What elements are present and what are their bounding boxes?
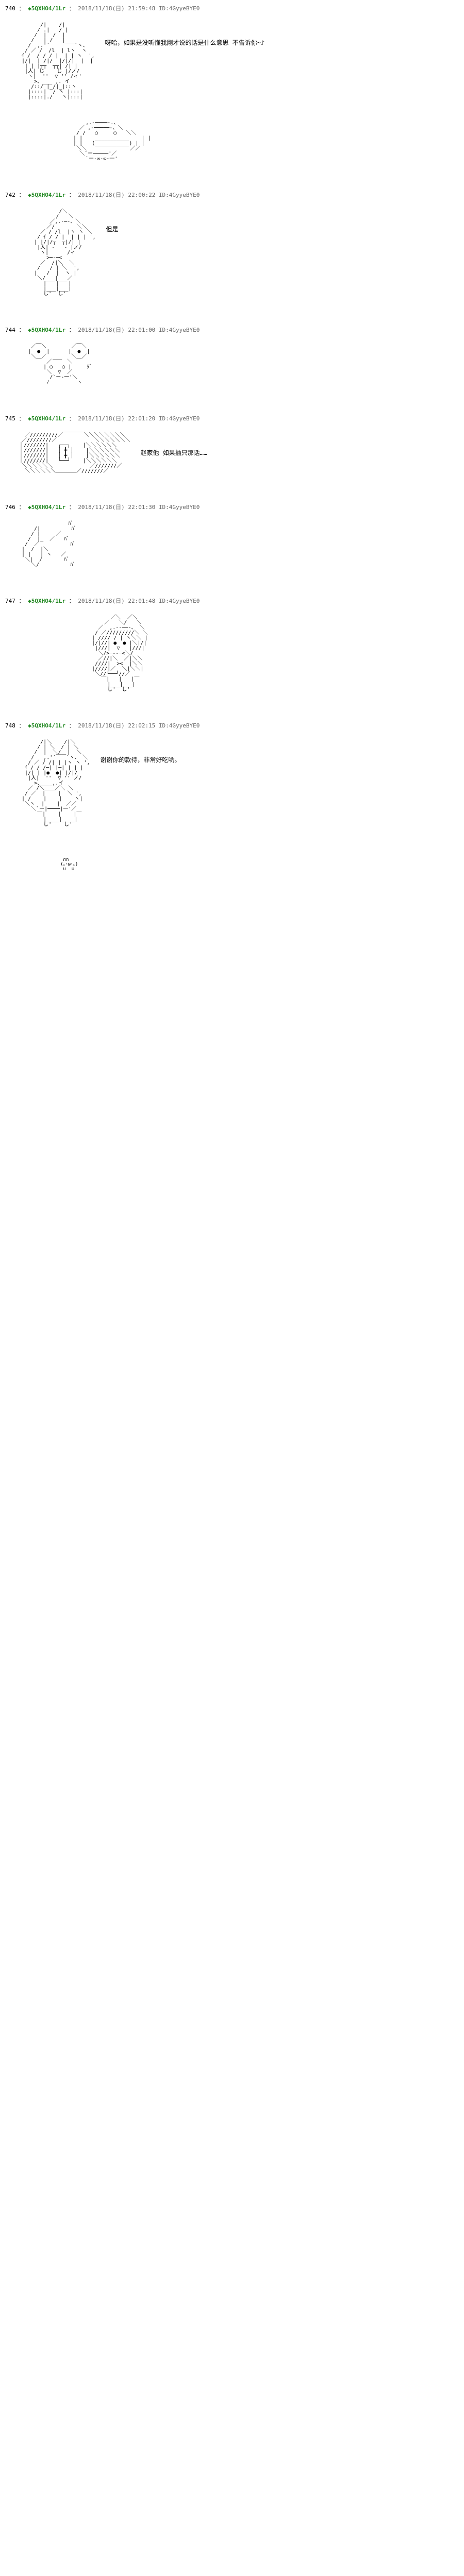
ascii-art-eye-big: ／/////////／￣￣￣￣＼＼＼＼＼＼＼＼ ／////////／ ＼＼＼＼＼…	[15, 433, 130, 474]
post-name: ◆5QXHO4/1Lr	[28, 598, 65, 604]
post-date: 2018/11/18(日) 22:01:20	[78, 415, 155, 422]
post-header: 745 ： ◆5QXHO4/1Lr ： 2018/11/18(日) 22:01:…	[5, 414, 459, 422]
ascii-art-bowl: ,.-────-.、 ／ ,-─────-、＼ / / ○ ○ ＼＼ | | _…	[67, 121, 151, 162]
post-name: ◆5QXHO4/1Lr	[28, 722, 65, 729]
post-id: ID:4GyyeBYE0	[159, 722, 200, 729]
dialogue-text: 赵家他 如果插只那话……	[140, 448, 207, 458]
post-header: 740 ： ◆5QXHO4/1Lr ： 2018/11/18(日) 21:59:…	[5, 4, 459, 12]
post-name: ◆5QXHO4/1Lr	[28, 192, 65, 198]
ascii-art-girl: /|＼ /|＼ / | ＼ / | ＼ / | ＼/ | ＼ / ,.'´￣￣`…	[15, 740, 90, 827]
post-body: /＼ / ＼ ／,.-─-、＼ ／/ ＼＼ ／ / /l |ヽ ヽ ＼ / ｲ …	[5, 204, 459, 302]
post-body: /| /| / .| / | / | / | / |_/ |___ / ,.'´…	[5, 18, 459, 105]
post-number: 744	[5, 327, 15, 333]
ascii-art-girl: /＼ / ＼ ／,.-─-、＼ ／/ ＼＼ ／ / /l |ヽ ヽ ＼ / ｲ …	[15, 209, 96, 297]
post-number: 746	[5, 504, 15, 511]
post-body-extra: ∩∩ (｡･ω･｡) ∪ ∪	[36, 853, 459, 876]
post-header: 742 ： ◆5QXHO4/1Lr ： 2018/11/18(日) 22:00:…	[5, 191, 459, 199]
post-742: 742 ： ◆5QXHO4/1Lr ： 2018/11/18(日) 22:00:…	[0, 187, 464, 306]
post-body-extra: ,.-────-.、 ／ ,-─────-、＼ / / ○ ○ ＼＼ | | _…	[57, 115, 459, 167]
post-id: ID:4GyyeBYE0	[159, 598, 200, 604]
post-header: 747 ： ◆5QXHO4/1Lr ： 2018/11/18(日) 22:01:…	[5, 597, 459, 605]
post-date: 2018/11/18(日) 22:01:00	[78, 327, 155, 333]
post-name: ◆5QXHO4/1Lr	[28, 5, 65, 12]
dialogue-text: 但是	[106, 225, 119, 234]
post-id: ID:4GyyeBYE0	[159, 327, 200, 333]
dialogue-text: 呀哈，如果是没听懂我刚才说的话是什么意思 不告诉你~♪	[105, 38, 264, 48]
post-header: 746 ： ◆5QXHO4/1Lr ： 2018/11/18(日) 22:01:…	[5, 503, 459, 511]
post-748: 748 ： ◆5QXHO4/1Lr ： 2018/11/18(日) 22:02:…	[0, 717, 464, 880]
dialogue-text: 谢谢你的款待，非常好吃哟。	[100, 755, 180, 765]
post-body: /|＼ /|＼ / | ＼ / | ＼ / | ＼/ | ＼ / ,.'´￣￣`…	[5, 735, 459, 833]
ascii-art-girl: ／＼ ／＼ ／ ＼/ ＼ ／ ,.--──-、 ＼ / ／/////////＼ …	[67, 615, 147, 692]
post-name: ◆5QXHO4/1Lr	[28, 415, 65, 422]
post-746: 746 ： ◆5QXHO4/1Lr ： 2018/11/18(日) 22:01:…	[0, 499, 464, 577]
ascii-art-eyes: ／￣＼ ／￣＼ | ● | | ● | ＼＿／ ___ ＼＿／ ／ ＼ | ○ …	[15, 344, 92, 385]
post-name: ◆5QXHO4/1Lr	[28, 504, 65, 511]
post-date: 2018/11/18(日) 22:01:30	[78, 504, 155, 511]
post-body: ﾊﾞ /| ﾊﾞ / | ／ / |_ ／ ﾊﾞ / ／ ﾊﾞ | / |＼ |…	[5, 516, 459, 573]
post-date: 2018/11/18(日) 22:00:22	[78, 192, 155, 198]
post-body: ／￣＼ ／￣＼ | ● | | ● | ＼＿／ ___ ＼＿／ ／ ＼ | ○ …	[5, 339, 459, 391]
post-740: 740 ： ◆5QXHO4/1Lr ： 2018/11/18(日) 21:59:…	[0, 0, 464, 171]
post-body: ／＼ ／＼ ／ ＼/ ＼ ／ ,.--──-、 ＼ / ／/////////＼ …	[57, 610, 459, 698]
post-id: ID:4GyyeBYE0	[159, 504, 200, 511]
post-number: 742	[5, 192, 15, 198]
post-id: ID:4GyyeBYE0	[159, 192, 200, 198]
post-745: 745 ： ◆5QXHO4/1Lr ： 2018/11/18(日) 22:01:…	[0, 410, 464, 483]
post-747: 747 ： ◆5QXHO4/1Lr ： 2018/11/18(日) 22:01:…	[0, 592, 464, 702]
post-header: 744 ： ◆5QXHO4/1Lr ： 2018/11/18(日) 22:01:…	[5, 326, 459, 334]
post-date: 2018/11/18(日) 22:02:15	[78, 722, 155, 729]
post-number: 740	[5, 5, 15, 12]
post-date: 2018/11/18(日) 21:59:48	[78, 5, 155, 12]
post-body: ／/////////／￣￣￣￣＼＼＼＼＼＼＼＼ ／////////／ ＼＼＼＼＼…	[5, 428, 459, 479]
post-date: 2018/11/18(日) 22:01:48	[78, 598, 155, 604]
ascii-art-girl: /| /| / .| / | / | / | / |_/ |___ / ,.'´…	[15, 23, 94, 100]
post-number: 747	[5, 598, 15, 604]
post-number: 748	[5, 722, 15, 729]
ascii-art-face-small: ∩∩ (｡･ω･｡) ∪ ∪	[46, 858, 78, 872]
ascii-art-impact: ﾊﾞ /| ﾊﾞ / | ／ / |_ ／ ﾊﾞ / ／ ﾊﾞ | / |＼ |…	[15, 521, 76, 568]
post-name: ◆5QXHO4/1Lr	[28, 327, 65, 333]
post-id: ID:4GyyeBYE0	[159, 415, 200, 422]
post-header: 748 ： ◆5QXHO4/1Lr ： 2018/11/18(日) 22:02:…	[5, 721, 459, 730]
post-744: 744 ： ◆5QXHO4/1Lr ： 2018/11/18(日) 22:01:…	[0, 321, 464, 395]
post-id: ID:4GyyeBYE0	[159, 5, 200, 12]
post-number: 745	[5, 415, 15, 422]
